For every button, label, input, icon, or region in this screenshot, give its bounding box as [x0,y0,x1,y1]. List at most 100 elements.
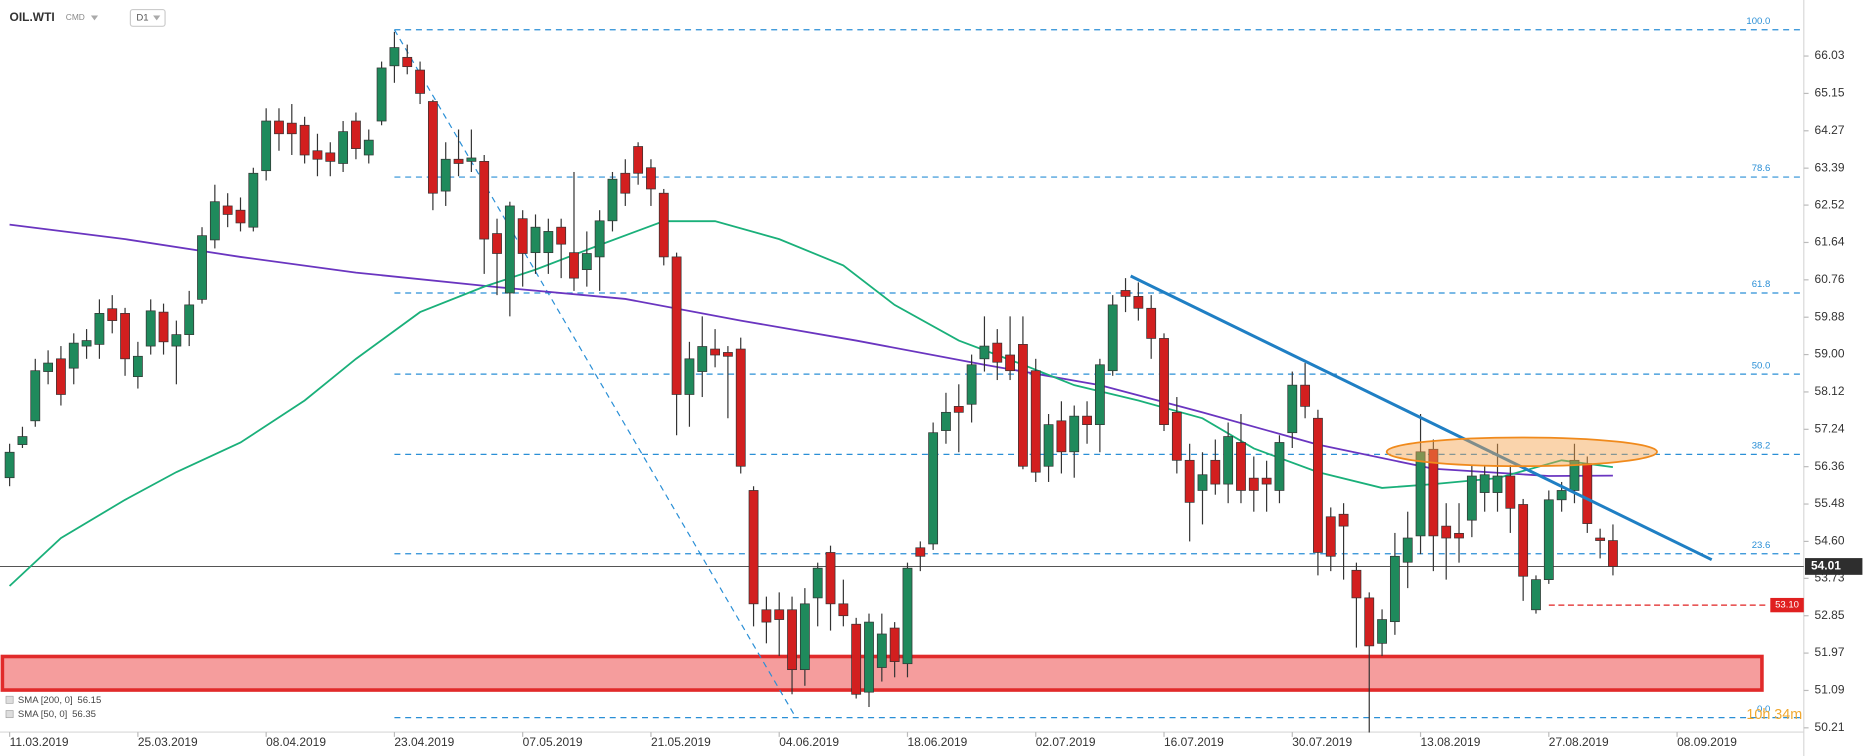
candle-body [658,192,669,258]
x-tick-label: 18.06.2019 [907,735,967,749]
y-tick-label: 66.03 [1815,48,1845,62]
candle-body [427,101,438,194]
candle-body [440,158,451,192]
x-tick-label: 07.05.2019 [523,735,583,749]
y-tick-label: 63.39 [1815,160,1845,174]
candle-body [145,310,156,347]
candle-body [620,172,631,194]
candle-body [1428,448,1439,537]
candle-body [338,131,349,164]
fib-label: 23.6 [1752,540,1771,551]
candle-body [479,161,490,240]
y-tick-label: 51.97 [1815,645,1845,659]
candle-body [1030,370,1041,473]
highlight-ellipse [1385,436,1658,468]
candle-body [1531,579,1541,611]
candle-body [363,139,374,156]
legend-entry: SMA [200, 0] 56.15 [18,694,101,705]
candle-body [941,411,951,431]
candle-body [735,348,746,467]
legend-icon [5,710,14,719]
candle-body [1133,296,1144,309]
legend-value: 56.35 [72,709,96,720]
candle-body [68,342,79,369]
candle-body [466,157,477,162]
candle-body [222,205,233,215]
market-dropdown[interactable] [90,15,99,21]
y-tick-label: 54.60 [1815,534,1845,548]
y-tick-label: 64.27 [1815,123,1845,137]
candle-body [723,352,733,357]
candle-body [1094,364,1105,425]
candle-body [812,567,823,599]
candle-body [120,313,130,360]
candle-body [838,603,849,617]
candle-body [1146,307,1157,339]
candle-body [1466,475,1477,521]
candle-body [1197,474,1208,491]
candle-body [1492,475,1503,493]
candle-body [607,178,618,222]
candle-body [1569,459,1580,491]
candle-body [966,364,977,405]
candle-body [1248,477,1259,491]
y-tick-label: 60.76 [1815,272,1845,286]
candle-body [286,122,297,135]
candle-body [633,146,644,174]
candle-body [107,308,118,321]
y-tick-label: 62.52 [1815,197,1845,211]
legend-value: 56.15 [77,694,101,705]
candle-body [81,340,92,347]
candle-body [492,233,502,254]
x-tick-label: 11.03.2019 [10,735,69,749]
candle-body [197,235,207,300]
candle-body [415,69,425,94]
timeframe-box[interactable] [129,8,166,27]
candle-body [543,231,554,254]
stop-level-box [1770,597,1804,613]
y-tick-label: 55.48 [1815,496,1845,510]
candle-body [787,609,797,671]
candle-body [953,406,964,413]
timeframe[interactable]: D1 [136,12,148,23]
candle-body [646,167,656,190]
candle-body [594,220,605,258]
candle-body [517,218,528,254]
candle-body [1325,516,1336,557]
candle-body [684,358,695,395]
candle-body [1159,338,1169,425]
candle-body [94,313,105,345]
fib-label: 78.6 [1752,163,1771,174]
y-tick-label: 50.21 [1815,720,1845,734]
candle-body [209,201,220,241]
candle-body [876,633,887,668]
x-tick-label: 08.04.2019 [266,735,326,749]
candle-body [43,362,54,372]
candle-body [1441,525,1452,539]
candle-body [671,256,682,395]
last-price-box [1804,558,1863,575]
timer: 10h 34m [1746,707,1802,723]
candle-body [248,172,259,228]
symbol[interactable]: OIL.WTI [10,10,55,24]
candle-body [928,432,939,545]
candle-body [1120,290,1131,297]
sma-line [8,220,1614,587]
candle-body [504,205,515,294]
x-tick-label: 04.06.2019 [779,735,839,749]
y-tick-label: 51.09 [1815,683,1845,697]
candle-body [799,603,810,671]
candle-body [274,120,284,135]
x-tick-label: 13.08.2019 [1421,735,1481,749]
stop-level-label: 53.10 [1775,600,1799,611]
candle-body [17,436,28,445]
candle-body [351,120,361,149]
candle-body [1082,415,1092,425]
candle-body [1556,490,1567,501]
candle-body [1274,442,1285,491]
candle-body [184,304,195,335]
y-tick-label: 56.36 [1815,459,1845,473]
candle-body [1595,537,1606,541]
timeframe-dropdown[interactable] [153,15,161,21]
